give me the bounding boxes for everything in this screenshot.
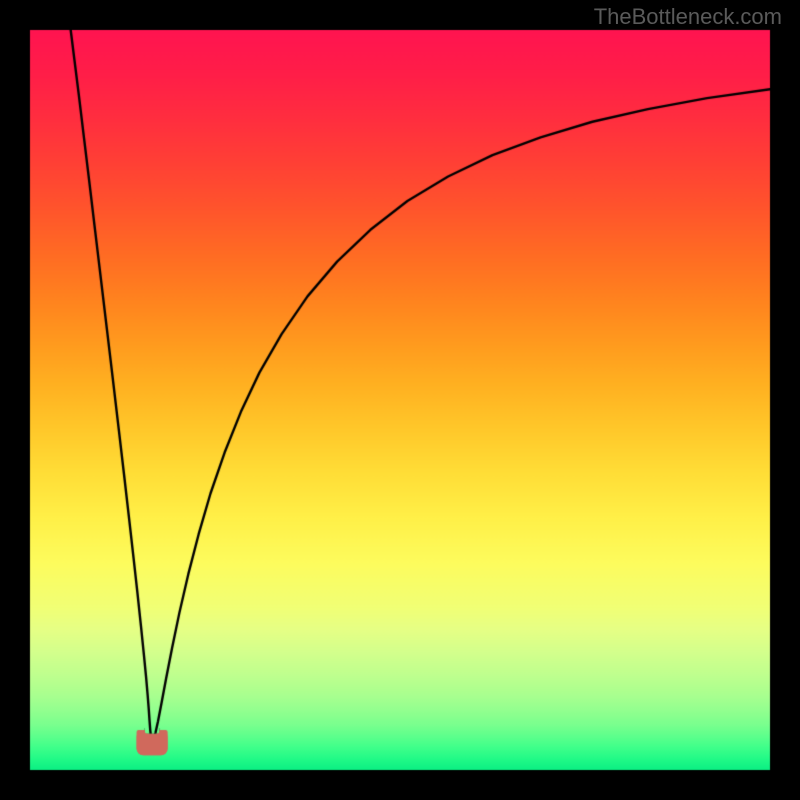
chart-container: TheBottleneck.com	[0, 0, 800, 800]
bottleneck-curve-chart	[0, 0, 800, 800]
